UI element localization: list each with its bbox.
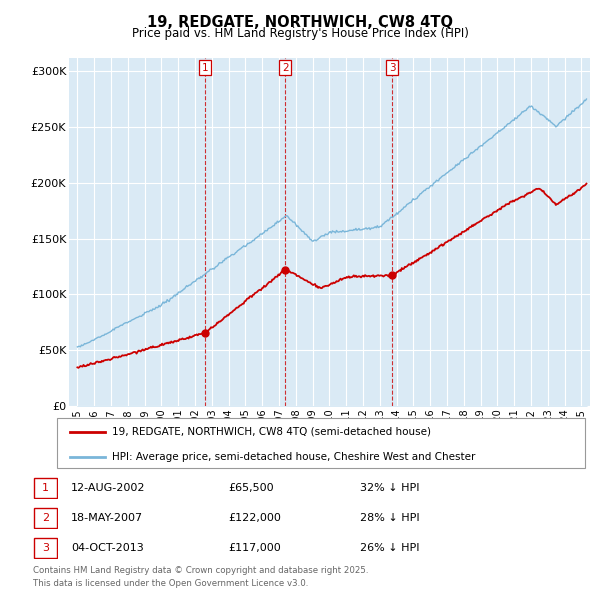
Text: Price paid vs. HM Land Registry's House Price Index (HPI): Price paid vs. HM Land Registry's House …	[131, 27, 469, 40]
Text: 12-AUG-2002: 12-AUG-2002	[71, 483, 145, 493]
FancyBboxPatch shape	[34, 478, 57, 498]
Text: 1: 1	[202, 63, 209, 73]
Text: 04-OCT-2013: 04-OCT-2013	[71, 543, 143, 553]
Text: 2: 2	[42, 513, 49, 523]
Text: 28% ↓ HPI: 28% ↓ HPI	[360, 513, 419, 523]
Text: £117,000: £117,000	[228, 543, 281, 553]
Text: HPI: Average price, semi-detached house, Cheshire West and Chester: HPI: Average price, semi-detached house,…	[112, 452, 476, 462]
Text: 18-MAY-2007: 18-MAY-2007	[71, 513, 143, 523]
FancyBboxPatch shape	[34, 508, 57, 528]
Text: 19, REDGATE, NORTHWICH, CW8 4TQ (semi-detached house): 19, REDGATE, NORTHWICH, CW8 4TQ (semi-de…	[112, 427, 431, 437]
Text: 3: 3	[42, 543, 49, 553]
Text: £122,000: £122,000	[228, 513, 281, 523]
Text: 1: 1	[42, 483, 49, 493]
FancyBboxPatch shape	[34, 538, 57, 558]
Text: £65,500: £65,500	[228, 483, 274, 493]
Text: 3: 3	[389, 63, 396, 73]
FancyBboxPatch shape	[57, 418, 585, 468]
Text: 26% ↓ HPI: 26% ↓ HPI	[360, 543, 419, 553]
Text: Contains HM Land Registry data © Crown copyright and database right 2025.
This d: Contains HM Land Registry data © Crown c…	[33, 566, 368, 588]
Text: 32% ↓ HPI: 32% ↓ HPI	[360, 483, 419, 493]
Text: 2: 2	[282, 63, 289, 73]
Text: 19, REDGATE, NORTHWICH, CW8 4TQ: 19, REDGATE, NORTHWICH, CW8 4TQ	[147, 15, 453, 30]
